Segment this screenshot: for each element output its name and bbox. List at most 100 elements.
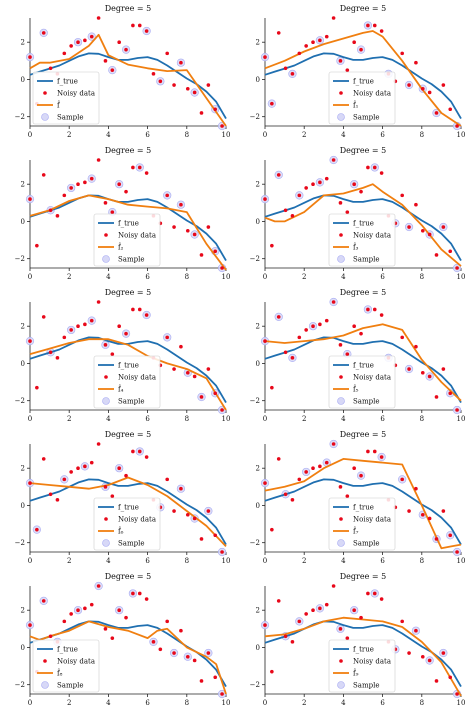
noisy-data-point: [131, 23, 135, 28]
noisy-data-point: [96, 158, 101, 162]
legend-label: f_true: [353, 504, 374, 512]
y-tick-label: −2: [250, 397, 260, 405]
noisy-data-point: [427, 232, 432, 237]
subplot-title: Degree = 5: [340, 430, 386, 439]
noisy-data-point: [185, 86, 190, 91]
noisy-data-point: [131, 591, 135, 596]
legend-sample-swatch: [41, 681, 49, 689]
noisy-data-point: [69, 44, 73, 48]
x-tick-label: 6: [145, 273, 150, 281]
legend-label: Noisy data: [353, 374, 391, 382]
noisy-data-point: [151, 640, 156, 644]
noisy-data-point: [62, 335, 67, 340]
x-tick-label: 6: [145, 699, 150, 707]
x-tick-label: 2: [67, 131, 71, 139]
noisy-data-point: [434, 253, 439, 257]
noisy-data-point: [318, 464, 322, 469]
y-tick-label: 2: [256, 607, 260, 615]
x-tick-label: 0: [263, 415, 267, 423]
x-tick-label: 6: [145, 557, 150, 565]
y-tick-label: −2: [250, 113, 260, 121]
y-tick-label: 0: [21, 644, 25, 652]
noisy-data-point: [165, 51, 169, 56]
noisy-data-point: [441, 83, 446, 87]
noisy-data-point: [220, 124, 224, 128]
noisy-data-point: [338, 485, 343, 489]
x-tick-label: 8: [185, 557, 189, 565]
noisy-data-point: [206, 225, 211, 229]
y-tick-label: −2: [250, 539, 260, 547]
noisy-data-point: [124, 615, 128, 620]
noisy-data-point: [352, 608, 356, 613]
noisy-data-point: [192, 232, 197, 237]
noisy-data-point: [311, 182, 315, 187]
legend-noisy-swatch: [43, 91, 47, 95]
x-tick-label: 8: [420, 415, 424, 423]
true-function-line: [29, 478, 227, 546]
true-function-line: [264, 620, 462, 688]
noisy-data-point: [400, 619, 405, 624]
noisy-data-point: [379, 455, 384, 459]
x-tick-label: 8: [185, 699, 189, 707]
noisy-data-point: [448, 249, 453, 254]
noisy-data-point: [69, 612, 73, 616]
noisy-data-point: [372, 591, 377, 596]
y-tick-label: 2: [256, 39, 260, 47]
noisy-data-point: [304, 44, 308, 48]
noisy-data-point: [366, 449, 370, 454]
noisy-data-point: [283, 350, 288, 355]
noisy-data-point: [172, 83, 176, 87]
legend-label: f̂₅: [353, 385, 359, 394]
noisy-data-point: [185, 228, 190, 233]
legend-label: f_true: [353, 646, 374, 654]
subplot-7: Degree = 5 0 2 4 6 8 10 −2 0 2 f_true Noisy data f̂₇…: [250, 430, 466, 565]
fit-function-line: [29, 33, 227, 127]
noisy-data-point: [69, 186, 73, 190]
noisy-data-point: [213, 107, 218, 112]
noisy-data-point: [55, 214, 60, 218]
noisy-data-point: [304, 328, 308, 332]
noisy-data-point: [359, 189, 363, 194]
noisy-data-point: [83, 180, 87, 185]
fit-function-line: [29, 476, 227, 548]
y-tick-label: 0: [256, 360, 260, 368]
noisy-data-point: [206, 83, 211, 87]
subplot-8: Degree = 5 0 2 4 6 8 10 −2 0 2 f_true Noisy data f̂₈…: [15, 572, 231, 707]
legend-label: Sample: [57, 682, 83, 690]
noisy-data-point: [427, 90, 432, 95]
noisy-data-point: [28, 55, 32, 59]
noisy-data-point: [400, 51, 405, 56]
noisy-data-point: [76, 40, 80, 45]
noisy-data-point: [263, 55, 267, 59]
noisy-data-point: [379, 313, 384, 317]
noisy-data-point: [192, 90, 197, 95]
noisy-data-point: [110, 352, 115, 356]
noisy-data-point: [318, 180, 322, 185]
noisy-data-point: [103, 201, 108, 205]
noisy-data-point: [131, 449, 135, 454]
legend-label: f_true: [353, 362, 374, 370]
noisy-data-point: [455, 550, 459, 554]
noisy-data-point: [213, 249, 218, 254]
noisy-data-point: [324, 460, 329, 465]
noisy-data-point: [290, 356, 295, 360]
legend-sample-swatch: [337, 681, 345, 689]
x-tick-label: 2: [302, 415, 306, 423]
noisy-data-point: [366, 307, 370, 312]
noisy-data-point: [318, 606, 322, 611]
legend-label: Noisy data: [353, 516, 391, 524]
noisy-data-point: [297, 51, 302, 56]
noisy-data-point: [407, 83, 411, 87]
noisy-data-point: [117, 182, 121, 187]
noisy-data-point: [89, 460, 94, 465]
noisy-data-point: [35, 385, 39, 390]
y-tick-label: 2: [21, 465, 25, 473]
noisy-data-point: [48, 350, 53, 355]
noisy-data-point: [400, 477, 405, 482]
legend-noisy-swatch: [339, 91, 343, 95]
x-tick-label: 8: [420, 699, 424, 707]
noisy-data-point: [110, 210, 115, 214]
x-tick-label: 2: [302, 699, 306, 707]
noisy-data-point: [270, 243, 274, 248]
noisy-data-point: [345, 494, 350, 498]
